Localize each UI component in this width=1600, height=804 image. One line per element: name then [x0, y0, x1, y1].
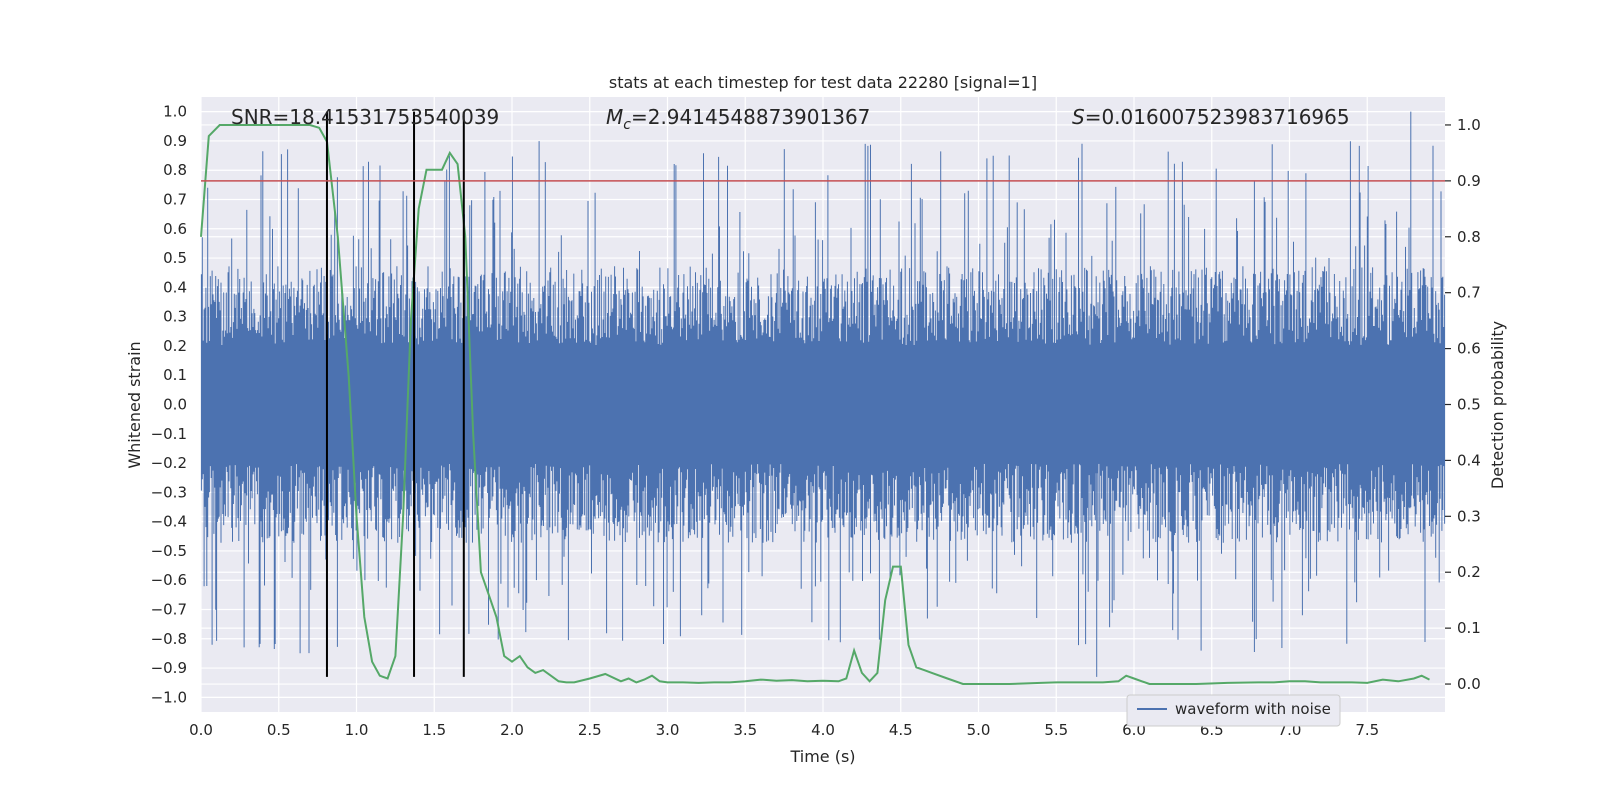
x-tick-label: 4.5	[889, 721, 913, 739]
y-right-tick-label: 0.1	[1457, 619, 1481, 637]
x-tick-label: 5.5	[1044, 721, 1068, 739]
x-tick-label: 3.5	[733, 721, 757, 739]
y-tick-label: 0.3	[163, 308, 187, 326]
mc-annotation: Mc=2.9414548873901367	[606, 105, 870, 133]
y-tick-label: −0.9	[151, 659, 187, 677]
y-tick-label: 0.8	[163, 161, 187, 179]
y-right-tick-label: 0.9	[1457, 172, 1481, 190]
y-tick-label: 0.9	[163, 132, 187, 150]
s-symbol: S	[1072, 105, 1085, 129]
y-right-tick-label: 0.7	[1457, 284, 1481, 302]
s-annotation: S=0.016007523983716965	[1072, 105, 1350, 129]
x-tick-label: 7.5	[1355, 721, 1379, 739]
y-right-tick-label: 0.0	[1457, 675, 1481, 693]
chart-title: stats at each timestep for test data 222…	[609, 73, 1037, 92]
y-tick-label: −0.6	[151, 571, 187, 589]
x-tick-label: 1.0	[345, 721, 369, 739]
waveform-line	[200, 111, 1446, 677]
legend-label: waveform with noise	[1175, 700, 1331, 718]
y-right-tick-label: 0.6	[1457, 340, 1481, 358]
y-tick-label: −0.3	[151, 483, 187, 501]
y-tick-label: −1.0	[151, 688, 187, 706]
x-tick-label: 2.5	[578, 721, 602, 739]
y-tick-label: −0.5	[151, 542, 187, 560]
y-tick-label: 0.0	[163, 396, 187, 414]
x-tick-label: 5.0	[967, 721, 991, 739]
y-tick-label: 0.6	[163, 220, 187, 238]
y-right-tick-label: 0.2	[1457, 563, 1481, 581]
y-tick-label: 0.7	[163, 191, 187, 209]
x-tick-label: 0.5	[267, 721, 291, 739]
x-tick-label: 1.5	[422, 721, 446, 739]
x-tick-label: 0.0	[189, 721, 213, 739]
y-axis-right-ticks: 1.0 0.9 0.8 0.7 0.6 0.5 0.4 0.3 0.2 0.1 0.0	[1445, 116, 1481, 693]
y-right-tick-label: 1.0	[1457, 116, 1481, 134]
s-value: =0.016007523983716965	[1085, 105, 1350, 129]
y-tick-label: −0.2	[151, 454, 187, 472]
y-tick-label: −0.1	[151, 425, 187, 443]
mc-value: =2.9414548873901367	[631, 105, 870, 129]
y-right-tick-label: 0.3	[1457, 507, 1481, 525]
y-axis-right-label: Detection probability	[1488, 321, 1507, 489]
x-axis-label: Time (s)	[789, 747, 855, 766]
mc-symbol: M	[606, 105, 623, 129]
y-right-tick-label: 0.4	[1457, 451, 1481, 469]
x-tick-label: 4.0	[811, 721, 835, 739]
probability-line	[200, 124, 1430, 685]
y-tick-label: 1.0	[163, 103, 187, 121]
y-tick-label: 0.4	[163, 278, 187, 296]
y-right-tick-label: 0.5	[1457, 396, 1481, 414]
y-axis-label: Whitened strain	[125, 341, 144, 468]
vertical-markers	[325, 111, 465, 677]
y-axis-ticks: 1.0 0.9 0.8 0.7 0.6 0.5 0.4 0.3 0.2 0.1 0.0 −0.1 −0.…	[151, 103, 187, 707]
y-tick-label: 0.5	[163, 249, 187, 267]
probability-series	[200, 124, 1430, 685]
mc-subscript: c	[623, 117, 631, 133]
y-tick-label: 0.1	[163, 366, 187, 384]
y-tick-label: −0.8	[151, 630, 187, 648]
y-tick-label: −0.4	[151, 513, 187, 531]
legend: waveform with noise	[1126, 694, 1341, 727]
y-tick-label: −0.7	[151, 601, 187, 619]
y-right-tick-label: 0.8	[1457, 228, 1481, 246]
snr-annotation: SNR=18.41531753540039	[231, 105, 499, 129]
y-tick-label: 0.2	[163, 337, 187, 355]
legend-box	[1126, 694, 1341, 727]
x-tick-label: 2.0	[500, 721, 524, 739]
x-tick-label: 3.0	[656, 721, 680, 739]
